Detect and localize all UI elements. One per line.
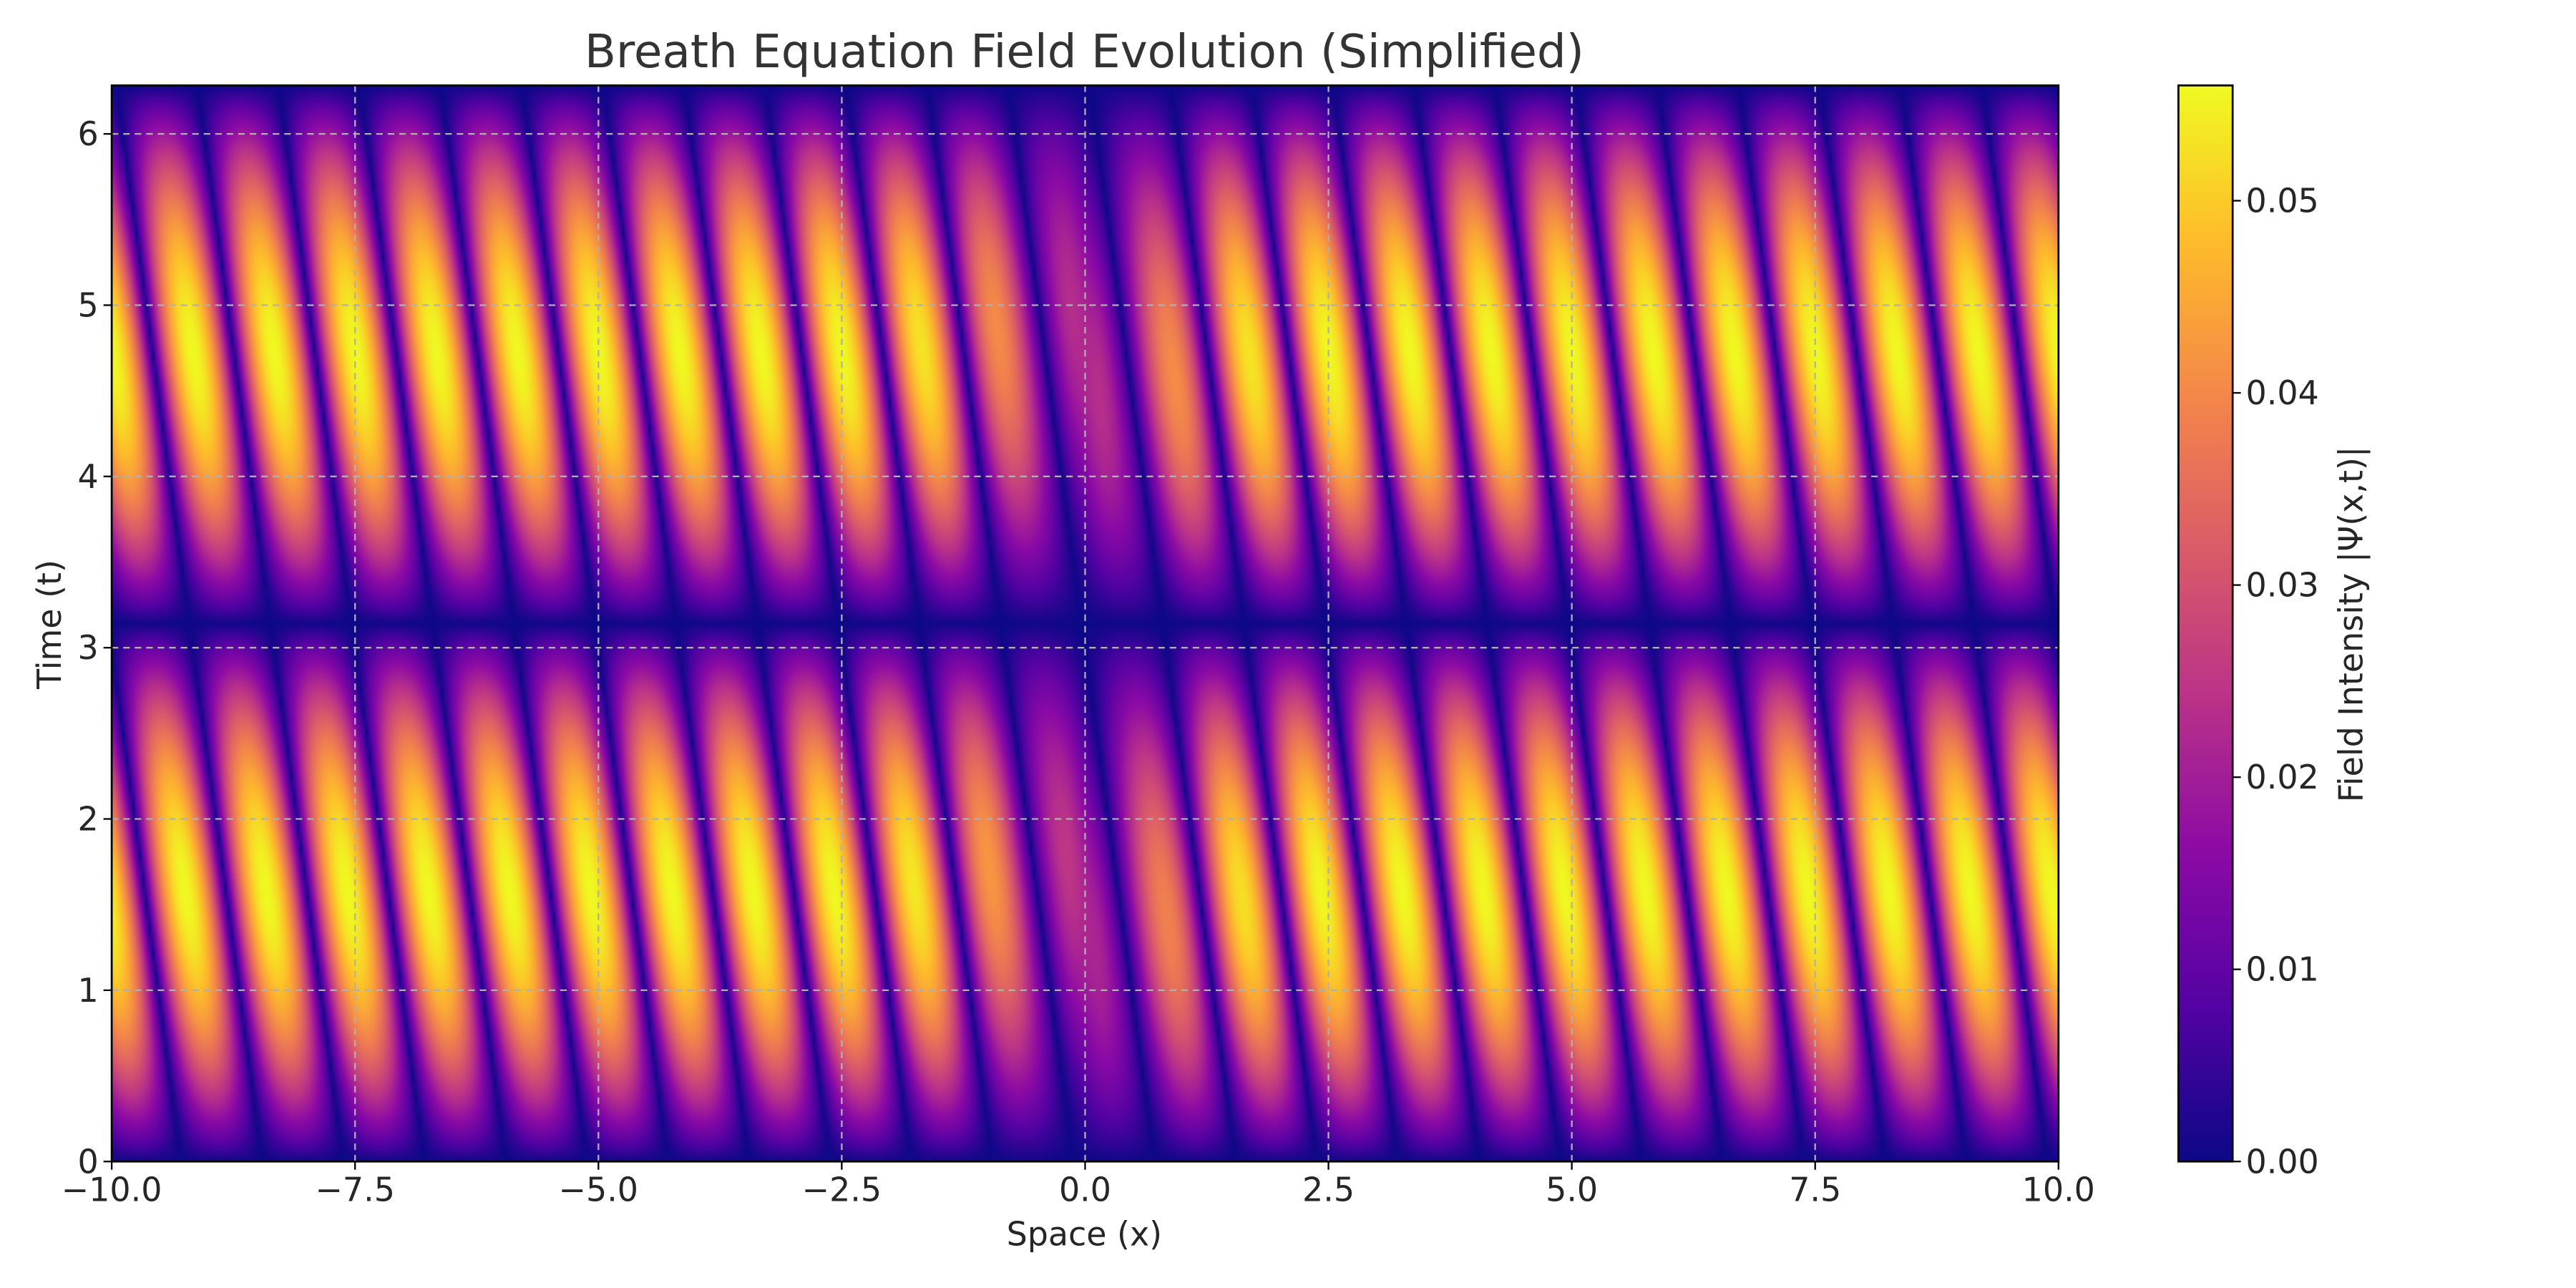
- colorbar-frame: [2177, 84, 2234, 1163]
- y-tick-label: 4: [78, 457, 99, 496]
- x-axis-ticks: −10.0 −7.5 −5.0 −2.5 0.0 2.5 5.0 7.5 10.0: [62, 1161, 2095, 1209]
- chart-title: Breath Equation Field Evolution (Simplif…: [585, 25, 1584, 79]
- y-tick-label: 5: [78, 286, 99, 325]
- colorbar-tick-label: 0.01: [2246, 950, 2319, 989]
- x-tick-label: 7.5: [1789, 1170, 1841, 1209]
- colorbar-label: Field Intensity |Ψ(x,t)|: [2332, 447, 2371, 803]
- colorbar-ticks: 0.00 0.01 0.02 0.03 0.04 0.05: [2233, 182, 2319, 1181]
- x-tick-label: −2.5: [802, 1170, 882, 1209]
- x-tick-label: 10.0: [2022, 1170, 2095, 1209]
- colorbar-tick-label: 0.02: [2246, 758, 2319, 796]
- x-tick-label: 2.5: [1302, 1170, 1355, 1209]
- y-tick-label: 0: [78, 1142, 99, 1181]
- colorbar-tick-label: 0.05: [2246, 182, 2319, 220]
- grid-lines: [112, 85, 2059, 1162]
- y-axis-label: Time (t): [30, 560, 69, 690]
- y-tick-label: 3: [78, 628, 99, 667]
- x-tick-label: 5.0: [1546, 1170, 1598, 1209]
- x-tick-label: −5.0: [559, 1170, 638, 1209]
- x-tick-label: 0.0: [1059, 1170, 1111, 1209]
- x-axis-label: Space (x): [1007, 1214, 1162, 1253]
- colorbar-tick-label: 0.04: [2246, 374, 2319, 412]
- x-tick-label: −7.5: [315, 1170, 394, 1209]
- y-tick-label: 1: [78, 971, 99, 1010]
- y-axis-ticks: 0 1 2 3 4 5 6: [78, 114, 112, 1181]
- colorbar-tick-label: 0.00: [2246, 1142, 2319, 1181]
- heatmap-image: [112, 85, 2059, 1162]
- x-tick-label: −10.0: [62, 1170, 162, 1209]
- y-tick-label: 2: [78, 800, 99, 839]
- y-tick-label: 6: [78, 114, 99, 153]
- colorbar-tick-label: 0.03: [2246, 566, 2319, 605]
- colorbar-image: [2178, 85, 2233, 1162]
